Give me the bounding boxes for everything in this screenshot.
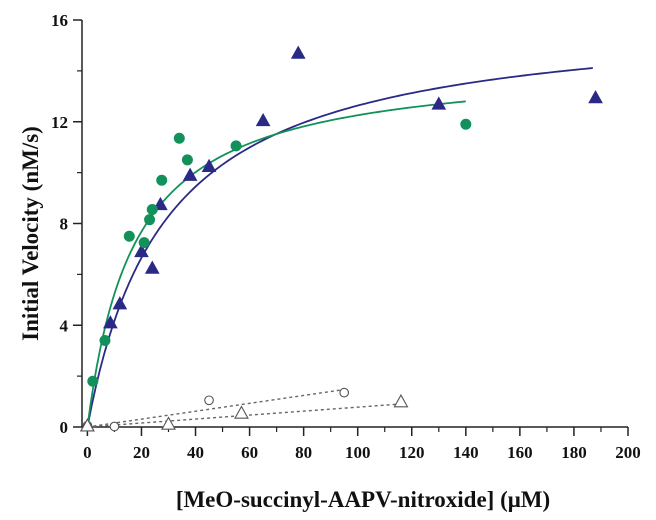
y-tick-label: 12 xyxy=(51,113,68,132)
data-point-triangle-filled xyxy=(144,260,160,274)
data-point-circle-filled xyxy=(99,335,111,347)
x-tick-label: 160 xyxy=(507,443,533,462)
x-tick-label: 40 xyxy=(187,443,204,462)
x-tick-label: 180 xyxy=(561,443,587,462)
data-point-triangle-filled xyxy=(255,112,271,127)
y-tick-label: 4 xyxy=(60,316,69,335)
data-point-circle-filled xyxy=(87,375,99,387)
data-point-triangle-filled xyxy=(134,243,149,258)
data-point-triangle-open xyxy=(393,393,409,408)
data-point-circle-filled xyxy=(146,204,158,216)
data-point-circle-filled xyxy=(123,230,135,242)
data-point-circle-filled xyxy=(138,237,150,249)
data-points xyxy=(79,45,603,432)
x-tick-label: 100 xyxy=(345,443,371,462)
x-tick-label: 60 xyxy=(241,443,258,462)
x-axis-title: [MeO-succinyl-AAPV-nitroxide] (μM) xyxy=(176,487,550,512)
data-point-triangle-filled xyxy=(588,90,603,104)
fit-curve-1 xyxy=(86,67,593,428)
x-tick-label: 200 xyxy=(615,443,641,462)
y-axis-title: Initial Velocity (nM/s) xyxy=(18,126,43,341)
data-point-triangle-filled xyxy=(112,296,128,310)
x-tick-label: 140 xyxy=(453,443,479,462)
data-point-triangle-open xyxy=(234,405,249,419)
data-point-circle-open xyxy=(109,421,120,432)
data-point-circle-filled xyxy=(181,154,193,166)
fit-curve-3 xyxy=(87,388,345,428)
data-point-circle-open xyxy=(339,387,350,398)
x-tick-label: 120 xyxy=(399,443,425,462)
data-point-circle-filled xyxy=(144,214,156,226)
data-point-circle-filled xyxy=(156,174,168,186)
data-point-triangle-filled xyxy=(103,315,118,329)
data-point-triangle-filled xyxy=(290,45,306,59)
x-tick-label: 20 xyxy=(133,443,150,462)
x-tick-label: 80 xyxy=(295,443,312,462)
data-point-triangle-filled xyxy=(182,167,198,181)
y-tick-label: 16 xyxy=(51,11,68,30)
data-point-circle-open xyxy=(204,395,214,406)
data-point-triangle-open xyxy=(161,416,176,430)
data-point-circle-filled xyxy=(230,140,242,152)
y-tick-label: 8 xyxy=(60,215,69,234)
y-tick-label: 0 xyxy=(60,418,69,437)
data-point-triangle-filled xyxy=(153,196,168,211)
fit-curve-2 xyxy=(86,100,466,428)
fit-curves xyxy=(86,67,593,428)
x-tick-label: 0 xyxy=(83,443,92,462)
data-point-circle-filled xyxy=(173,132,185,144)
data-point-circle-filled xyxy=(460,118,472,130)
data-point-triangle-filled xyxy=(201,158,217,172)
data-point-triangle-filled xyxy=(431,96,447,110)
data-point-triangle-open xyxy=(79,418,95,432)
